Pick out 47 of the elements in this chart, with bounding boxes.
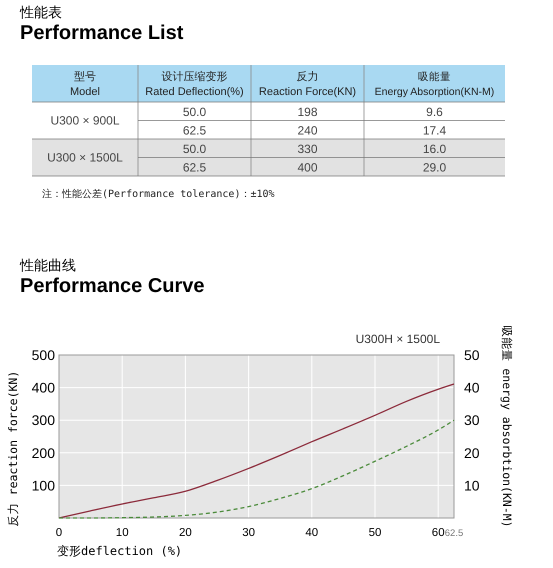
- y2-tick-label: 30: [464, 412, 480, 428]
- text: 330: [297, 142, 318, 156]
- x-tick-label: 30: [242, 527, 255, 539]
- text: 50.0: [182, 142, 206, 156]
- text: 9.6: [426, 105, 443, 119]
- y-tick-label: 200: [32, 444, 56, 461]
- x-tick-label: 40: [305, 527, 318, 539]
- text: 50.0: [182, 105, 206, 119]
- text: 17.4: [422, 124, 446, 138]
- category-label: 吸能量 Energy Absorption(KN-M): [374, 70, 494, 98]
- category-label: 型号 Model: [70, 71, 100, 98]
- y2-axis-title: 吸能量 energy absorbtion(KN-M): [500, 325, 514, 528]
- category-label: U300 × 900L: [50, 114, 120, 128]
- y-tick-label: 500: [32, 347, 56, 363]
- category-label: 反力 Reaction Force(KN): [258, 70, 356, 98]
- text: 29.0: [422, 160, 446, 174]
- chart-subtitle: Performance Curve: [20, 275, 205, 297]
- y2-tick-label: 10: [464, 477, 480, 494]
- text: 240: [297, 124, 318, 138]
- x-tick-label: 0: [56, 527, 62, 539]
- text: 注：性能公差(Performance tolerance)：±10%: [42, 188, 275, 200]
- text: 16.0: [422, 142, 446, 156]
- x-tick-label: 10: [116, 527, 129, 539]
- text: 62.5: [182, 160, 206, 174]
- text: 198: [297, 105, 318, 119]
- y2-tick-label: 40: [464, 380, 480, 396]
- x-tick-label: 20: [179, 527, 192, 539]
- category-label: 设计压缩变形 Rated Deflection(%): [145, 70, 244, 98]
- y2-tick-label: 20: [464, 444, 480, 461]
- text: 400: [297, 160, 318, 174]
- category-label: U300 × 1500L: [47, 150, 123, 164]
- y-tick-label: 100: [32, 477, 56, 494]
- text: 62.5: [182, 124, 206, 138]
- x-tick-label: 60: [432, 527, 445, 539]
- y-tick-label: 400: [32, 380, 56, 396]
- line-series: [58, 420, 455, 519]
- y2-tick-label: 50: [464, 347, 480, 363]
- chart-title: 性能曲线: [19, 257, 76, 273]
- text: Performance List: [20, 22, 184, 44]
- x-tick-label: 62.5: [444, 528, 464, 539]
- line-series: [58, 383, 455, 519]
- x-axis-title: 变形deflection (%): [57, 544, 182, 558]
- x-tick-label: 50: [368, 527, 382, 539]
- text: 性能表: [19, 4, 62, 20]
- y-tick-label: 300: [32, 412, 56, 428]
- y-axis-title: 反力 reaction force(KN): [6, 370, 20, 526]
- text: U300H × 1500L: [356, 332, 440, 346]
